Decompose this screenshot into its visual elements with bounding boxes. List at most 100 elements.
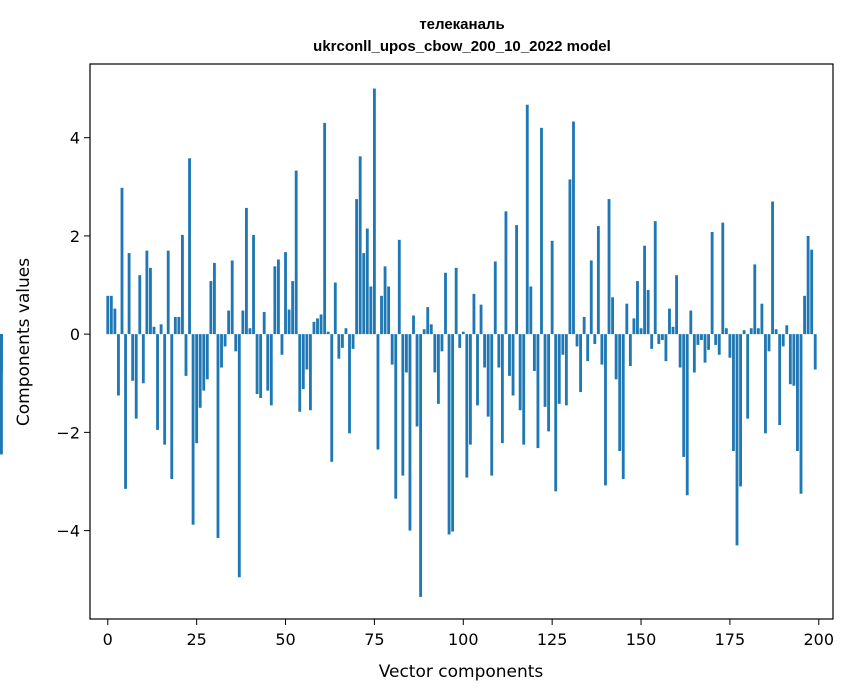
bar-180 xyxy=(746,334,750,419)
x-axis-ticks: 0 25 50 75 100 125 150 175 200 xyxy=(103,619,834,649)
bar-5 xyxy=(124,334,127,489)
x-tick-label-150: 150 xyxy=(626,630,657,649)
chart-title-line-1: телеканаль xyxy=(419,16,504,33)
bar-139 xyxy=(600,334,604,365)
bar-0 xyxy=(106,295,110,335)
bar-12 xyxy=(149,267,152,335)
bar-undefined xyxy=(0,334,3,455)
bar-170 xyxy=(710,231,714,335)
bar-181 xyxy=(749,328,753,335)
bar-146 xyxy=(625,303,629,335)
bar-134 xyxy=(582,316,586,335)
bar-18 xyxy=(170,334,174,480)
bar-19 xyxy=(173,316,177,335)
bar-137 xyxy=(593,334,597,344)
bar-82 xyxy=(397,239,401,335)
bar-79 xyxy=(387,286,391,335)
bar-119 xyxy=(529,286,533,335)
bar-133 xyxy=(579,334,583,393)
bar-92 xyxy=(433,334,437,373)
bar-50 xyxy=(284,252,287,335)
bar-194 xyxy=(796,334,799,452)
bar-132 xyxy=(575,334,579,347)
bar-178 xyxy=(739,334,742,487)
bar-113 xyxy=(508,334,511,376)
bar-55 xyxy=(301,334,305,390)
bar-173 xyxy=(721,222,725,335)
bar-193 xyxy=(792,334,796,386)
bar-105 xyxy=(479,304,483,335)
bar-32 xyxy=(220,334,223,368)
bar-109 xyxy=(493,261,497,335)
x-tick-label-125: 125 xyxy=(537,630,568,649)
bar-36 xyxy=(234,334,238,352)
bar-115 xyxy=(515,225,519,335)
bar-120 xyxy=(532,334,536,371)
bar-3 xyxy=(117,334,120,396)
bar-165 xyxy=(692,334,696,373)
bar-177 xyxy=(735,334,739,546)
bar-142 xyxy=(611,297,615,335)
bar-65 xyxy=(337,334,341,359)
bar-128 xyxy=(561,334,565,355)
bar-148 xyxy=(632,318,636,335)
bar-21 xyxy=(181,234,184,335)
bar-89 xyxy=(422,329,426,335)
bar-24 xyxy=(191,334,195,525)
bar-93 xyxy=(436,334,440,404)
bar-195 xyxy=(799,334,803,494)
x-tick-label-25: 25 xyxy=(186,630,206,649)
bar-114 xyxy=(511,334,515,396)
bar-99 xyxy=(458,334,462,348)
bar-187 xyxy=(771,201,774,335)
bar-171 xyxy=(714,334,718,345)
bar-37 xyxy=(237,334,241,578)
bar-94 xyxy=(440,334,444,352)
bar-69 xyxy=(351,334,355,349)
bar-35 xyxy=(230,260,234,335)
bar-57 xyxy=(308,334,312,411)
bar-51 xyxy=(287,309,291,335)
bar-167 xyxy=(700,334,703,341)
bar-25 xyxy=(195,334,199,444)
y-tick-label-0: −4 xyxy=(56,522,80,541)
bar-23 xyxy=(188,158,191,335)
bar-117 xyxy=(522,334,526,445)
bar-10 xyxy=(141,334,145,384)
bar-164 xyxy=(689,310,693,335)
bar-11 xyxy=(145,250,149,335)
x-tick-label-50: 50 xyxy=(275,630,295,649)
bar-83 xyxy=(401,334,405,476)
bar-91 xyxy=(429,324,433,335)
bar-66 xyxy=(340,334,344,348)
bar-84 xyxy=(404,334,408,373)
chart-title-line-2: ukrconll_upos_cbow_200_10_2022 model xyxy=(313,38,611,55)
bar-199 xyxy=(813,334,817,370)
bar-144 xyxy=(618,334,622,452)
bar-124 xyxy=(547,334,551,432)
bar-122 xyxy=(540,127,543,335)
bar-106 xyxy=(483,334,487,368)
bar-22 xyxy=(184,334,188,376)
x-tick-label-100: 100 xyxy=(448,630,479,649)
y-axis-ticks: −4 −2 0 2 4 xyxy=(56,129,90,541)
bar-6 xyxy=(127,253,131,335)
bar-98 xyxy=(454,267,458,335)
x-tick-label-175: 175 xyxy=(715,630,746,649)
bar-150 xyxy=(639,328,643,335)
bar-77 xyxy=(380,295,383,335)
bar-110 xyxy=(497,334,501,368)
bar-198 xyxy=(810,249,814,335)
bar-184 xyxy=(760,303,764,335)
bar-140 xyxy=(604,334,607,486)
bar-70 xyxy=(355,199,359,335)
bar-34 xyxy=(227,310,231,335)
bar-149 xyxy=(636,281,639,335)
bar-62 xyxy=(326,331,330,335)
bar-104 xyxy=(476,334,479,406)
bar-15 xyxy=(159,324,163,335)
bar-28 xyxy=(205,334,209,380)
bar-97 xyxy=(451,334,455,532)
bar-121 xyxy=(536,334,540,449)
bar-166 xyxy=(696,334,700,345)
